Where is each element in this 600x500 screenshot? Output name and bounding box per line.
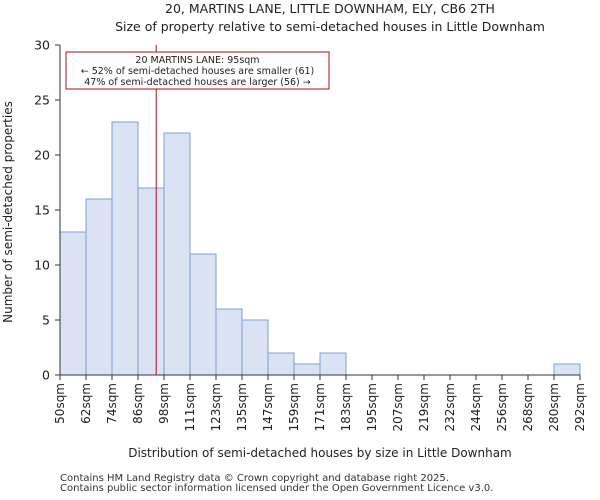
- x-tick-label: 159sqm: [287, 383, 301, 431]
- x-tick-label: 219sqm: [417, 383, 431, 431]
- x-tick-label: 171sqm: [313, 383, 327, 431]
- bar-147sqm: [267, 352, 295, 376]
- bar-62sqm: [85, 198, 113, 376]
- x-tick-label: 232sqm: [443, 383, 457, 431]
- footer-line-1: Contains HM Land Registry data © Crown c…: [60, 473, 449, 484]
- x-tick-label: 147sqm: [261, 383, 275, 431]
- chart-title: 20, MARTINS LANE, LITTLE DOWNHAM, ELY, C…: [165, 1, 495, 16]
- footer: Contains HM Land Registry data © Crown c…: [60, 474, 493, 494]
- y-axis-ticks: 0 5 10 15 20 25 30: [34, 38, 60, 383]
- x-tick-label: 256sqm: [495, 383, 509, 431]
- x-tick-label: 86sqm: [131, 383, 145, 424]
- x-tick-label: 268sqm: [521, 383, 535, 431]
- y-tick-label: 25: [34, 93, 50, 108]
- bar-159sqm: [293, 363, 321, 376]
- x-tick-label: 74sqm: [105, 383, 119, 424]
- bar-135sqm: [241, 319, 269, 376]
- x-tick-label: 135sqm: [235, 383, 249, 431]
- bar-111sqm: [189, 253, 217, 376]
- bar-171sqm: [319, 352, 347, 376]
- x-tick-label: 292sqm: [573, 383, 587, 431]
- y-axis-label: Number of semi-detached properties: [1, 101, 15, 323]
- x-tick-label: 280sqm: [547, 383, 561, 431]
- bars-group: [59, 121, 581, 376]
- footer-line-2: Contains public sector information licen…: [60, 483, 494, 494]
- x-tick-label: 244sqm: [469, 383, 483, 431]
- y-tick-label: 15: [34, 203, 50, 218]
- y-tick-label: 10: [34, 258, 50, 273]
- annotation-line-1: 20 MARTINS LANE: 95sqm: [135, 55, 259, 66]
- x-tick-label: 207sqm: [391, 383, 405, 431]
- annotation-line-2: ← 52% of semi-detached houses are smalle…: [81, 66, 315, 77]
- annotation-box: 20 MARTINS LANE: 95sqm ← 52% of semi-det…: [65, 51, 330, 90]
- annotation-line-3: 47% of semi-detached houses are larger (…: [84, 77, 311, 88]
- x-tick-label: 62sqm: [79, 383, 93, 424]
- chart-subtitle: Size of property relative to semi-detach…: [115, 19, 545, 34]
- x-tick-label: 111sqm: [183, 383, 197, 431]
- y-tick-label: 0: [42, 368, 50, 383]
- bar-123sqm: [215, 308, 243, 376]
- y-tick-label: 30: [34, 38, 50, 53]
- bar-280sqm: [553, 363, 581, 376]
- x-axis-ticks: 50sqm 62sqm 74sqm 86sqm 98sqm 111sqm 123sqm 135…: [53, 375, 587, 431]
- x-tick-label: 98sqm: [157, 383, 171, 424]
- bar-86sqm: [137, 187, 165, 376]
- bar-50sqm: [59, 231, 87, 376]
- x-tick-label: 123sqm: [209, 383, 223, 431]
- y-tick-label: 20: [34, 148, 50, 163]
- bar-98sqm: [163, 132, 191, 376]
- x-axis-label: Distribution of semi-detached houses by …: [128, 446, 512, 460]
- bar-74sqm: [111, 121, 139, 376]
- annotation-border: [65, 51, 330, 90]
- x-tick-label: 195sqm: [365, 383, 379, 431]
- x-tick-label: 50sqm: [53, 383, 67, 424]
- x-tick-label: 183sqm: [339, 383, 353, 431]
- y-tick-label: 5: [42, 313, 50, 328]
